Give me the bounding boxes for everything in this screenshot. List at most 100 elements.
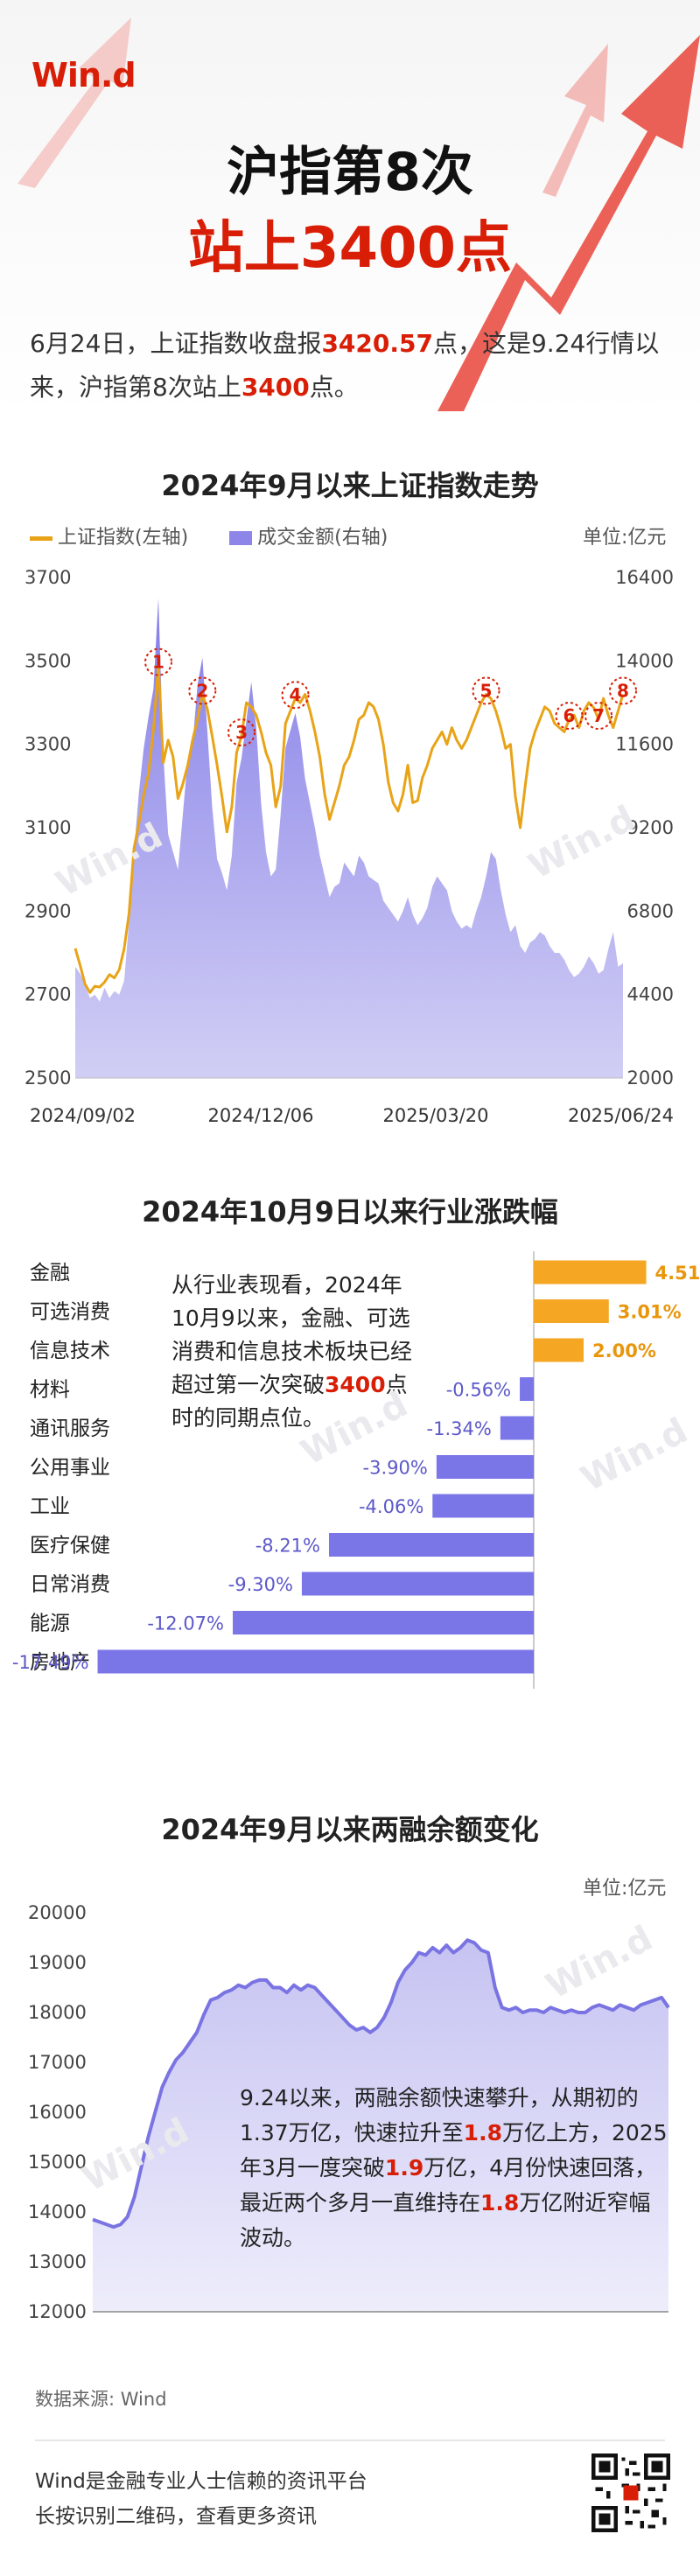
margin-chart: 20000 19000 18000 17000 16000 15000 14000 13000…	[28, 1902, 670, 2322]
margin-note: 9.24以来，两融余额快速攀升，从期初的1.37万亿，快速拉升至1.8万亿上方，…	[240, 2081, 668, 2256]
x-axis-tick-label: 2024/09/02	[30, 1105, 136, 1126]
legend-volume: 成交金额(右轴)	[257, 527, 388, 549]
peak-marker	[281, 681, 310, 710]
left-axis-tick-label: 2900	[24, 900, 71, 921]
sector-category-label: 可选消费	[30, 1301, 110, 1324]
sector-value-label: -17.49%	[12, 1652, 89, 1673]
left-axis-tick-label: 3500	[24, 650, 71, 671]
intro-level: 3400	[241, 373, 310, 402]
intro-text-3: 点。	[309, 373, 359, 402]
sector-note-text-1: 从行业表现看，2024年10月9以来，金融、可选消费和信息技术板块已经超过第一次…	[172, 1272, 413, 1397]
margin-chart-unit: 单位:亿元	[583, 1878, 667, 1900]
sector-bar	[329, 1533, 534, 1557]
peak-marker-label: 1	[152, 652, 164, 673]
margin-area-fill	[93, 1940, 668, 2312]
index-chart-title: 2024年9月以来上证指数走势	[161, 469, 539, 502]
margin-note-text-3: 万亿，4月份快速回落，最近两个多月一直维持在	[240, 2155, 657, 2216]
sector-category-label: 日常消费	[30, 1573, 110, 1596]
peak-marker-label: 4	[290, 684, 302, 705]
data-source: 数据来源: Wind	[35, 2389, 167, 2410]
x-axis-tick-label: 2025/06/24	[568, 1105, 674, 1126]
x-axis-tick-label: 2024/12/06	[207, 1105, 313, 1126]
footer-cta: 长按识别二维码，查看更多资讯	[35, 2505, 317, 2528]
peak-marker-label: 5	[480, 680, 493, 701]
margin-note-text-2: 万亿上方，2025年3月一度突破	[240, 2120, 668, 2180]
left-axis-tick-label: 3100	[24, 817, 71, 838]
sector-value-label: -1.34%	[427, 1418, 492, 1439]
sector-note-level: 3400	[325, 1372, 386, 1397]
legend-line-swatch	[30, 536, 52, 541]
sector-category-label: 能源	[30, 1613, 70, 1635]
right-axis-tick-label: 11600	[615, 734, 674, 755]
sector-bar	[520, 1377, 534, 1401]
peak-marker-label: 6	[564, 705, 576, 726]
margin-note-value-1: 1.8	[463, 2120, 502, 2146]
sector-category-label: 公用事业	[30, 1457, 110, 1480]
volume-area-series	[75, 598, 623, 1078]
margin-axis-tick-label: 15000	[28, 2152, 87, 2173]
margin-axis-tick-label: 18000	[28, 2002, 87, 2023]
hero-banner	[0, 0, 700, 420]
sector-note-text-2: 点时的同期点位。	[172, 1372, 408, 1431]
sector-chart-title: 2024年10月9日以来行业涨跌幅	[142, 1195, 558, 1228]
sector-value-label: -3.90%	[363, 1458, 428, 1479]
margin-note-text-1: 9.24以来，两融余额快速攀升，从期初的1.37万亿，快速拉升至	[240, 2085, 639, 2146]
legend-index: 上证指数(左轴)	[58, 527, 189, 549]
peak-marker	[609, 676, 637, 705]
intro-text-1: 6月24日，上证指数收盘报	[30, 329, 322, 358]
left-axis-tick-label: 2500	[24, 1068, 71, 1088]
sector-value-label: -0.56%	[446, 1380, 511, 1401]
sector-value-label: -8.21%	[256, 1536, 320, 1557]
index-chart-legend: 上证指数(左轴) 成交金额(右轴)	[30, 522, 388, 550]
sector-bar	[534, 1299, 609, 1323]
sector-bar	[301, 1572, 534, 1596]
peak-marker	[472, 676, 500, 705]
margin-axis-tick-label: 19000	[28, 1952, 87, 1973]
sector-bar	[233, 1611, 534, 1634]
intro-paragraph: 6月24日，上证指数收盘报3420.57点，这是9.24行情以来，沪指第8次站上…	[30, 322, 668, 410]
margin-axis-tick-label: 20000	[28, 1902, 87, 1923]
margin-axis-tick-label: 13000	[28, 2251, 87, 2272]
sector-chart: 金融 4.51% 可选消费 3.01% 信息技术 2.00% 材料 -0.56% 通讯服务 -1.…	[12, 1251, 700, 1689]
wind-logo: Win.d	[32, 56, 136, 94]
sector-category-label: 材料	[30, 1379, 70, 1402]
right-axis-tick-label: 4400	[627, 984, 674, 1005]
margin-axis-tick-label: 12000	[28, 2301, 87, 2322]
footer-tagline: Wind是金融专业人士信赖的资讯平台	[35, 2470, 368, 2493]
right-axis-tick-label: 2000	[627, 1068, 674, 1088]
peak-marker-label: 8	[617, 680, 629, 701]
sector-bar	[534, 1260, 647, 1284]
legend-area-swatch	[229, 531, 253, 545]
sector-bar	[534, 1338, 584, 1362]
margin-note-value-2: 1.9	[384, 2155, 424, 2180]
sector-category-label: 通讯服务	[30, 1418, 110, 1440]
margin-note-value-3: 1.8	[480, 2190, 520, 2216]
right-axis-tick-label: 16400	[615, 567, 674, 588]
index-line-series	[74, 664, 625, 994]
intro-close-value: 3420.57	[321, 329, 433, 358]
margin-note-text-4: 万亿附近窄幅波动。	[240, 2190, 651, 2250]
sector-value-label: 3.01%	[618, 1302, 682, 1323]
index-chart: 3700350033003100290027002500164001400011…	[24, 567, 674, 1126]
sector-category-label: 房地产	[30, 1651, 90, 1674]
left-axis-tick-label: 3700	[24, 567, 71, 588]
rising-arrow-decoration-left	[18, 18, 131, 188]
qr-code[interactable]	[592, 2454, 670, 2532]
sector-note: 从行业表现看，2024年10月9以来，金融、可选消费和信息技术板块已经超过第一次…	[172, 1269, 425, 1435]
peak-marker-label: 7	[592, 705, 605, 726]
peak-marker-label: 2	[196, 680, 208, 701]
index-chart-unit: 单位:亿元	[583, 527, 667, 549]
sector-value-label: 2.00%	[592, 1340, 656, 1362]
margin-axis-tick-label: 17000	[28, 2052, 87, 2073]
sector-value-label: -4.06%	[359, 1496, 424, 1517]
peak-marker	[188, 676, 217, 705]
right-axis-tick-label: 9200	[627, 817, 674, 838]
sector-category-label: 金融	[30, 1262, 70, 1284]
intro-text-2: 点，这是9.24行情以来，沪指第8次站上	[30, 329, 660, 402]
left-axis-tick-label: 3300	[24, 734, 71, 755]
sector-bar	[436, 1455, 534, 1479]
sector-category-label: 信息技术	[30, 1340, 110, 1362]
right-axis-tick-label: 6800	[627, 900, 674, 921]
headline-line2: 站上3400点	[187, 216, 513, 281]
peak-marker-label: 3	[235, 722, 248, 743]
